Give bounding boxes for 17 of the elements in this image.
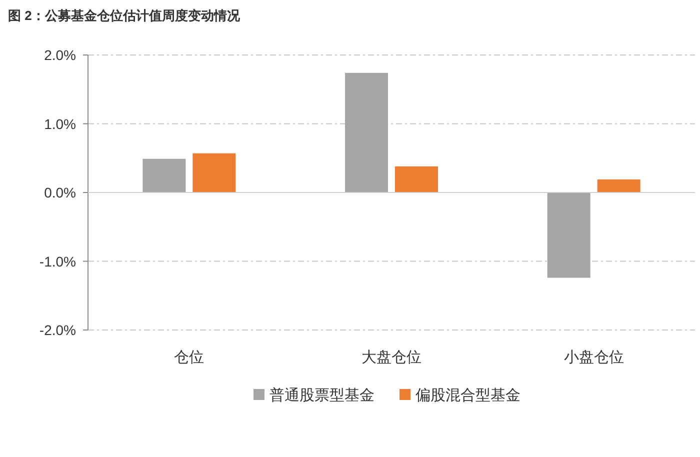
y-tick-label: -2.0% <box>39 322 76 338</box>
bar <box>547 192 590 278</box>
bar <box>597 179 640 192</box>
y-tick-label: 2.0% <box>44 47 76 63</box>
x-tick-label: 仓位 <box>174 349 204 366</box>
chart-title: 图 2：公募基金仓位估计值周度变动情况 <box>8 8 241 23</box>
bar <box>142 158 186 192</box>
y-tick-label: -1.0% <box>39 253 76 270</box>
legend-label: 普通股票型基金 <box>270 387 374 404</box>
bar <box>192 153 236 192</box>
x-tick-label: 小盘仓位 <box>564 349 624 366</box>
bar <box>345 72 388 192</box>
y-tick-label: 1.0% <box>44 116 76 132</box>
bar <box>395 166 438 192</box>
y-tick-label: 0.0% <box>44 184 76 200</box>
legend-label: 偏股混合型基金 <box>416 387 520 404</box>
x-tick-label: 大盘仓位 <box>362 349 422 366</box>
